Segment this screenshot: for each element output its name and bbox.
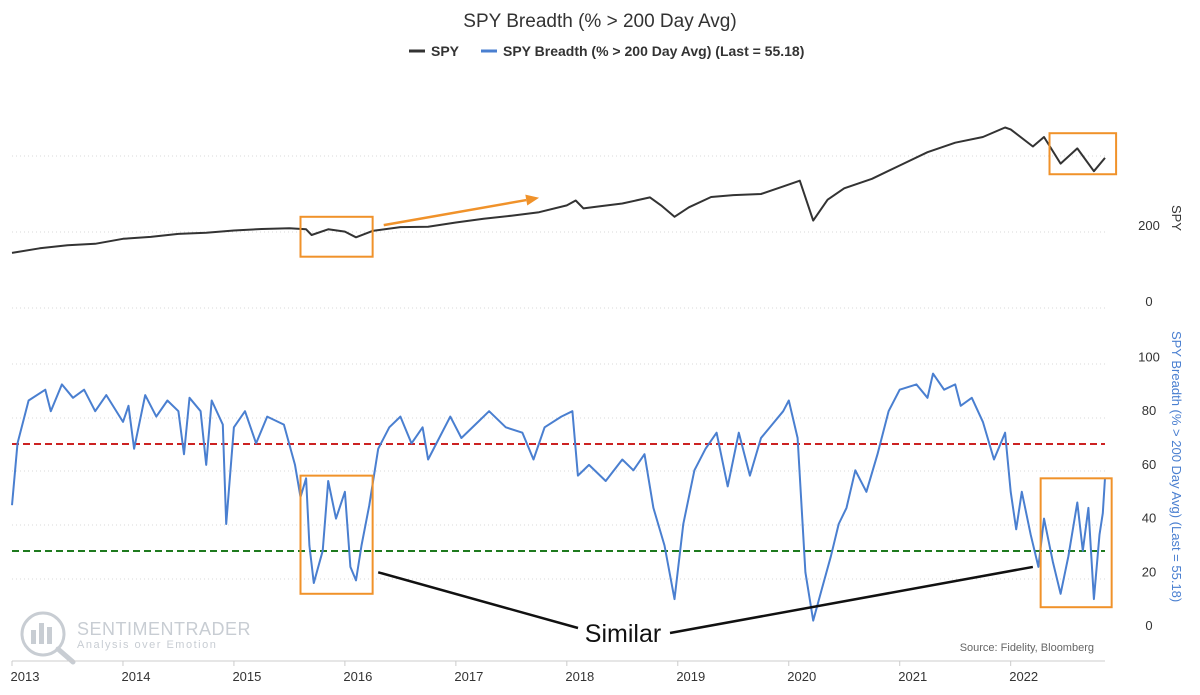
price-axis-title: SPY (1169, 205, 1184, 231)
x-tick-label-2015: 2015 (232, 669, 261, 684)
legend-label-breadth: SPY Breadth (% > 200 Day Avg) (Last = 55… (503, 43, 804, 59)
x-tick-label-2016: 2016 (343, 669, 372, 684)
breadth-axis-title: SPY Breadth (% > 200 Day Avg) (Last = 55… (1169, 331, 1184, 602)
sentimentrader-logo-icon (20, 611, 76, 665)
legend[interactable]: SPY SPY Breadth (% > 200 Day Avg) (Last … (409, 43, 804, 59)
watermark: SENTIMENTRADER Analysis over Emotion (20, 611, 251, 665)
x-tick-label-2018: 2018 (565, 669, 594, 684)
highlight-box-price-2016 (299, 215, 374, 258)
x-axis-ticks: 2013 2014 2015 2016 2017 2018 2019 2020 2021 2022 (11, 661, 1038, 684)
breadth-tick-label-60: 60 (1142, 457, 1156, 472)
x-tick-label-2019: 2019 (676, 669, 705, 684)
breadth-tick-label-80: 80 (1142, 403, 1156, 418)
breadth-tick-label-100: 100 (1138, 350, 1160, 365)
highlight-box-breadth-2022 (1039, 477, 1113, 609)
price-tick-label-0: 0 (1145, 294, 1152, 309)
trend-arrow (383, 194, 540, 227)
breadth-series-line (11, 372, 1106, 622)
breadth-tick-label-20: 20 (1142, 564, 1156, 579)
x-tick-label-2022: 2022 (1009, 669, 1038, 684)
breadth-axis-ticks: 100 80 60 40 20 0 (1138, 350, 1160, 634)
x-tick-label-2020: 2020 (787, 669, 816, 684)
breadth-tick-label-0: 0 (1145, 618, 1152, 633)
similar-connector-left (377, 571, 579, 630)
x-tick-label-2017: 2017 (454, 669, 483, 684)
watermark-title: SENTIMENTRADER (77, 619, 251, 639)
similar-annotation-label: Similar (585, 620, 661, 648)
gridlines (12, 155, 1105, 580)
highlight-box-price-2022 (1048, 132, 1118, 176)
watermark-tagline: Analysis over Emotion (77, 639, 217, 651)
highlight-box-breadth-2016 (299, 474, 374, 595)
similar-connector-right (669, 565, 1034, 635)
x-tick-label-2013: 2013 (11, 669, 40, 684)
chart-title: SPY Breadth (% > 200 Day Avg) (463, 11, 736, 32)
price-tick-label-200: 200 (1138, 218, 1160, 233)
x-tick-label-2021: 2021 (898, 669, 927, 684)
x-tick-label-2014: 2014 (122, 669, 151, 684)
spy-price-series-line (11, 126, 1106, 254)
legend-label-spy: SPY (431, 43, 460, 59)
breadth-tick-label-40: 40 (1142, 511, 1156, 526)
source-note: Source: Fidelity, Bloomberg (960, 642, 1094, 654)
